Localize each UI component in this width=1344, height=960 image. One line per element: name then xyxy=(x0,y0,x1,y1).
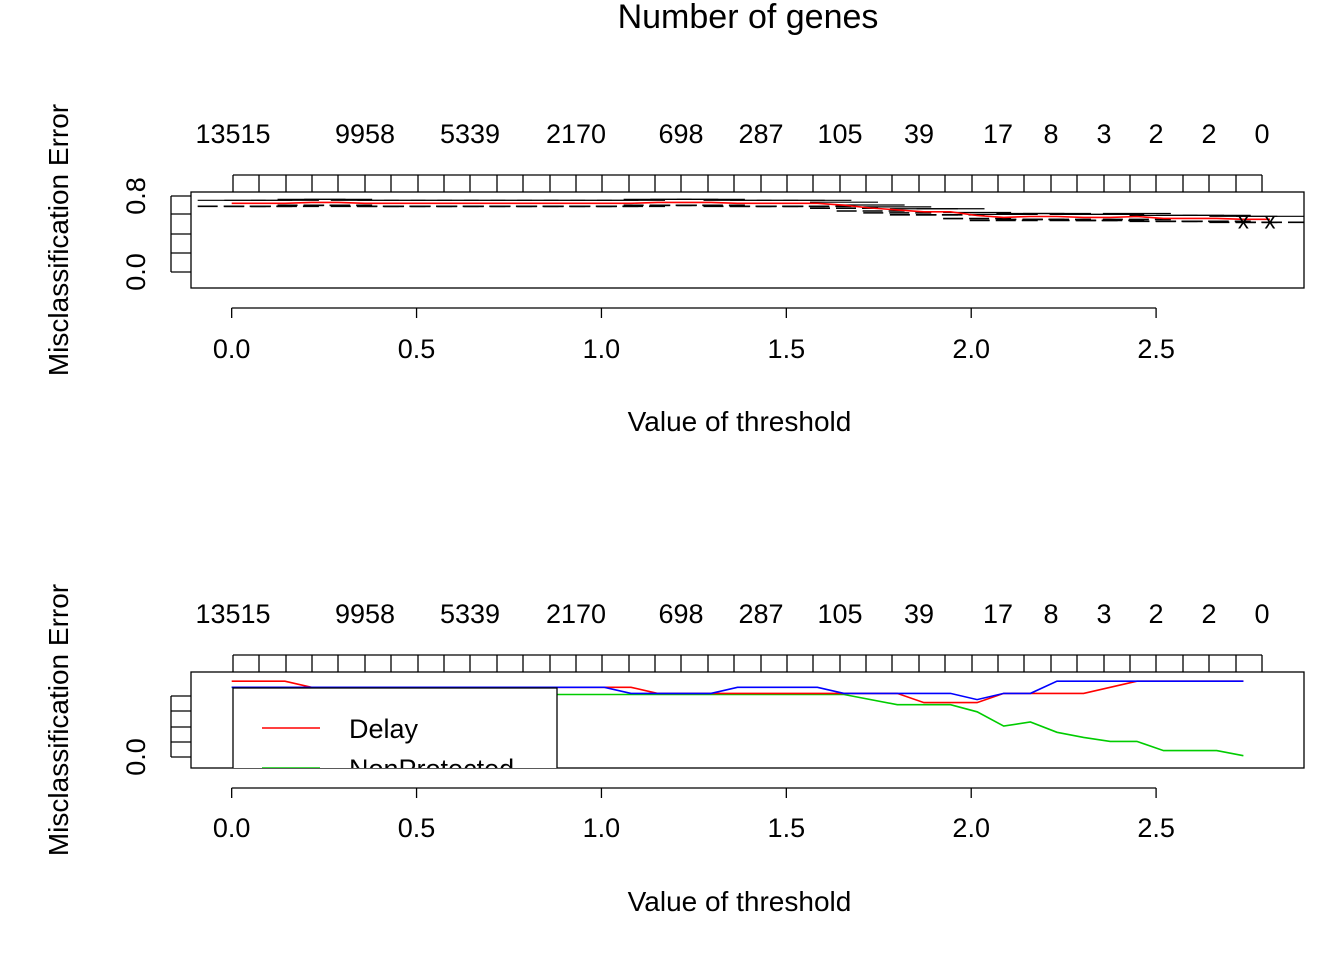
top-tick-label: 8 xyxy=(1043,599,1058,629)
panel-bottom: 0.0 0.5 1.0 1.5 2.0 2.5 Value of threshold 0.0 M… xyxy=(43,584,1305,917)
top-tick-label: 8 xyxy=(1043,119,1058,149)
x-axis-label: Value of threshold xyxy=(628,406,852,437)
point-marker: x xyxy=(1238,208,1249,233)
x-tick-label: 1.0 xyxy=(583,334,621,364)
class-error-line xyxy=(231,686,1244,757)
top-tick-label: 13515 xyxy=(195,119,270,149)
x-tick-label: 1.0 xyxy=(583,813,621,843)
x-tick-label: 0.0 xyxy=(213,813,251,843)
y-tick-label: 0.0 xyxy=(121,738,151,776)
x-tick-label: 2.5 xyxy=(1137,813,1175,843)
x-tick-label: 1.5 xyxy=(768,813,806,843)
x-tick-label: 0.0 xyxy=(213,334,251,364)
top-tick-label: 2170 xyxy=(546,119,606,149)
top-tick-label: 3 xyxy=(1096,119,1111,149)
x-axis-label: Value of threshold xyxy=(628,886,852,917)
top-tick-label: 0 xyxy=(1254,119,1269,149)
plot-frame xyxy=(190,191,1305,289)
y-tick-label: 0.0 xyxy=(121,253,151,291)
x-tick-label: 2.0 xyxy=(952,813,990,843)
top-tick-label: 0 xyxy=(1254,599,1269,629)
top-tick-label: 39 xyxy=(904,119,934,149)
plot-frame xyxy=(190,671,1305,769)
top-tick-label: 2170 xyxy=(546,599,606,629)
chart-title: Number of genes xyxy=(618,0,879,36)
x-tick-label: 2.5 xyxy=(1137,334,1175,364)
top-tick-label: 9958 xyxy=(335,119,395,149)
top-tick-label: 3 xyxy=(1096,599,1111,629)
point-marker: x xyxy=(1264,208,1275,233)
panel-top: 0.0 0.5 1.0 1.5 2.0 2.5 Value of threshold 0.0 0… xyxy=(43,104,1305,437)
y-tick-label: 0.8 xyxy=(121,177,151,215)
top-tick-label: 2 xyxy=(1201,119,1216,149)
x-tick-label: 1.5 xyxy=(768,334,806,364)
top-tick-label: 287 xyxy=(738,119,783,149)
top-tick-label: 2 xyxy=(1148,599,1163,629)
top-tick-label: 5339 xyxy=(440,599,500,629)
top-tick-label: 698 xyxy=(658,119,703,149)
top-tick-label: 5339 xyxy=(440,119,500,149)
top-tick-label: 287 xyxy=(738,599,783,629)
top-tick-label: 2 xyxy=(1201,599,1216,629)
legend-label: Delay xyxy=(349,714,419,744)
legend: Delay NonProtected xyxy=(232,687,558,784)
x-tick-label: 0.5 xyxy=(398,813,436,843)
top-tick-label: 698 xyxy=(658,599,703,629)
x-tick-label: 2.0 xyxy=(952,334,990,364)
class-error-line xyxy=(231,680,1244,701)
y-axis-label: Misclassification Error xyxy=(43,104,74,376)
top-tick-label: 2 xyxy=(1148,119,1163,149)
top-tick-label: 9958 xyxy=(335,599,395,629)
legend-label: NonProtected xyxy=(349,754,514,784)
top-tick-label: 17 xyxy=(983,119,1013,149)
top-tick-label: 105 xyxy=(817,599,862,629)
top-tick-label: 13515 xyxy=(195,599,270,629)
y-axis-label: Misclassification Error xyxy=(43,584,74,856)
top-tick-label: 105 xyxy=(817,119,862,149)
top-tick-label: 17 xyxy=(983,599,1013,629)
error-curve xyxy=(231,201,1270,221)
x-tick-label: 0.5 xyxy=(398,334,436,364)
top-tick-label: 39 xyxy=(904,599,934,629)
